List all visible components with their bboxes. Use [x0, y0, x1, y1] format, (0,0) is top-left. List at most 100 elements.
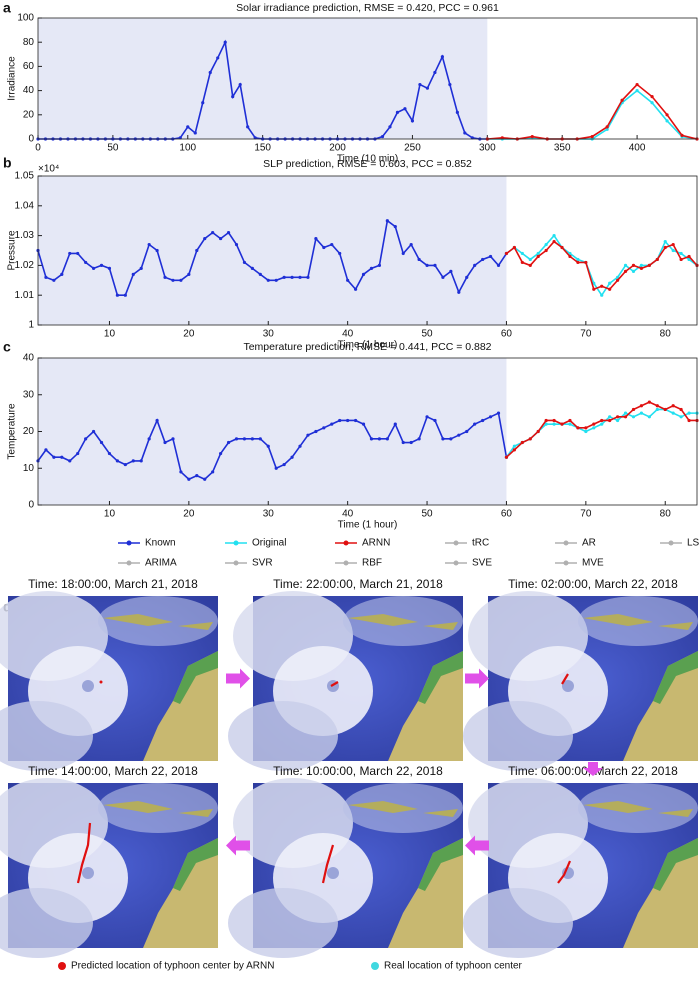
data-point [687, 257, 691, 262]
data-point [238, 82, 242, 87]
data-point [663, 245, 667, 250]
known-region [38, 176, 507, 325]
x-tick-label: 40 [342, 329, 354, 340]
x-tick-label: 60 [501, 509, 513, 520]
legend-label: MVE [582, 558, 604, 569]
cloud [228, 888, 338, 958]
panel-label: b [3, 155, 12, 171]
data-point [380, 134, 385, 139]
data-point [131, 272, 135, 276]
data-point [266, 278, 270, 282]
data-point [616, 275, 620, 279]
data-point [203, 477, 207, 481]
data-point [219, 236, 223, 241]
data-point [620, 98, 624, 102]
data-point [123, 293, 127, 297]
data-point [266, 444, 270, 448]
data-point [665, 113, 669, 117]
y-tick-label: 1.05 [15, 171, 35, 182]
data-point [647, 415, 651, 419]
arrow [583, 762, 603, 776]
legend-marker [453, 560, 459, 566]
chart-title: Solar irradiance prediction, RMSE = 0.42… [236, 2, 499, 14]
cloud [228, 701, 338, 771]
data-point [107, 266, 112, 270]
x-tick-label: 40 [342, 509, 354, 520]
data-point [639, 404, 644, 408]
x-tick-label: 30 [263, 329, 275, 340]
data-point [139, 459, 143, 463]
data-point [463, 131, 467, 135]
track [330, 681, 339, 687]
typhoon-eye [562, 680, 574, 692]
data-point [528, 257, 532, 262]
data-point [322, 245, 326, 250]
land [623, 838, 698, 948]
land [143, 651, 218, 761]
data-point [52, 455, 56, 459]
data-point [44, 448, 48, 452]
data-point [500, 136, 504, 140]
data-point [655, 407, 659, 412]
land-vegetation [653, 838, 698, 891]
data-point [338, 251, 342, 256]
data-point [623, 269, 628, 273]
satellite-image [463, 591, 698, 771]
data-point [369, 437, 374, 441]
data-point [187, 477, 191, 481]
data-point [306, 275, 310, 279]
y-tick-label: 20 [23, 109, 35, 120]
data-point [544, 242, 548, 247]
data-point [250, 266, 254, 270]
data-point [448, 82, 452, 87]
data-point [552, 239, 556, 244]
data-point [393, 225, 397, 229]
data-point [68, 251, 72, 256]
data-point [520, 251, 524, 256]
data-point [631, 415, 636, 419]
plot-frame [37, 17, 698, 140]
data-point [369, 266, 374, 270]
data-point [568, 418, 572, 423]
data-point [520, 440, 524, 445]
data-point [473, 263, 477, 267]
data-point [600, 293, 604, 297]
data-point [631, 407, 636, 412]
series-line [505, 408, 697, 458]
data-point [679, 257, 683, 262]
satellite-image [0, 591, 218, 771]
data-point [147, 242, 151, 247]
data-point [353, 418, 358, 423]
data-point [440, 55, 444, 59]
data-point [504, 455, 509, 459]
land [143, 838, 218, 948]
data-point [91, 266, 96, 270]
data-point [512, 245, 516, 250]
data-point [44, 275, 48, 279]
data-point [584, 260, 588, 265]
data-point [592, 426, 596, 430]
data-point [671, 411, 675, 415]
data-point [409, 440, 413, 445]
data-point [605, 127, 609, 131]
y-tick-label: 60 [23, 61, 35, 72]
legend-marker [563, 560, 569, 566]
data-point [576, 426, 580, 430]
y-tick-label: 40 [23, 353, 35, 364]
data-point [314, 236, 318, 241]
data-point [568, 254, 572, 259]
x-tick-label: 10 [104, 509, 116, 520]
data-point [647, 400, 651, 404]
data-point [377, 437, 382, 441]
data-point [385, 437, 389, 441]
cloud [463, 888, 573, 958]
data-point [560, 245, 564, 250]
data-point [635, 82, 639, 87]
data-point [512, 448, 516, 452]
data-point [123, 462, 127, 467]
typhoon-eye [82, 680, 94, 692]
data-point [226, 231, 231, 235]
y-tick-label: 100 [17, 13, 34, 24]
data-point [99, 263, 104, 267]
data-point [330, 422, 334, 426]
